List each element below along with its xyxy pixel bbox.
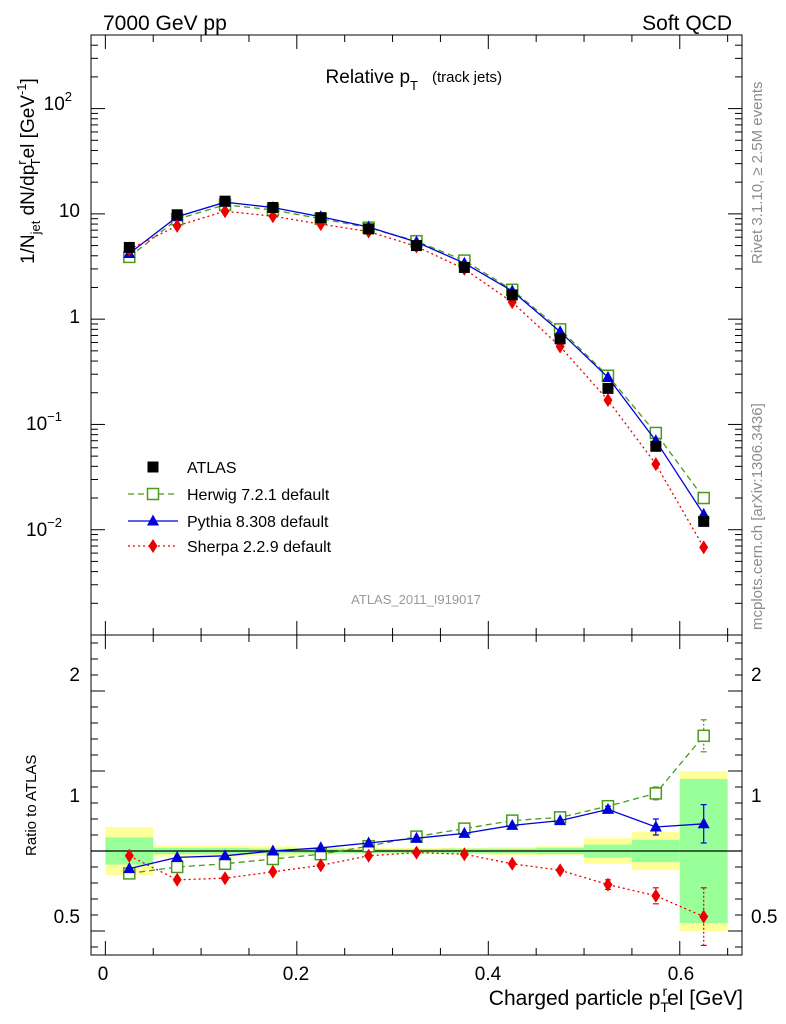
ratio-point-pythia [649,820,662,832]
ratio-point-sherpa [124,848,134,863]
data-point-atlas [411,240,422,252]
data-point-atlas [650,440,662,452]
data-point-atlas [219,195,231,207]
ratio-point-sherpa [507,856,517,871]
ratio-point-sherpa [172,872,182,887]
legend-marker-atlas [147,461,159,473]
ratio-point-sherpa [651,888,661,903]
data-point-atlas [602,382,614,394]
ratio-point-herwig [697,729,710,743]
data-point-atlas [267,201,279,213]
ratio-point-pythia [506,818,519,830]
data-point-atlas [123,241,135,253]
ratio-point-pythia [219,849,232,861]
ratio-point-pythia [362,836,375,848]
data-point-atlas [315,212,327,224]
ratio-point-sherpa [555,863,565,878]
ratio-frame [90,634,743,956]
ratio-point-sherpa [699,909,709,924]
ratio-point-pythia [266,844,279,856]
legend-marker-sherpa [148,539,158,553]
data-point-atlas [554,333,566,345]
legend-marker-herwig [146,487,160,501]
mcplots-info: mcplots.cern.ch [arXiv:1306.3436] [749,403,766,630]
ratio-point-pythia [458,826,471,838]
ratio-point-sherpa [316,858,326,873]
ratio-plot-area [91,719,742,947]
main-title: Relative pT [326,67,419,93]
ratio-panel: Ratio to ATLAS 0.5 1 2 0.5 1 2 0 0.2 0.4… [23,634,777,1015]
header-right: Soft QCD [642,12,732,35]
ytick-label-1: 1 [69,307,80,328]
ratio-axes [91,635,742,955]
data-point-atlas [171,209,183,221]
ratio-ytick-label-right-2: 2 [751,665,762,686]
ratio-ytick-label-2: 2 [69,665,80,686]
ratio-ytick-label-1: 1 [69,786,80,807]
ytick-label-0.1: 10−1 [26,409,62,435]
data-point-sherpa [603,393,613,408]
legend-markers [128,461,178,553]
rivet-info: Rivet 3.1.10, ≥ 2.5M events [749,82,766,265]
ratio-point-pythia [697,817,710,829]
data-point-sherpa [220,204,230,219]
main-axes [91,34,742,636]
legend-label-herwig: Herwig 7.2.1 default [187,487,330,504]
legend: ATLAS Herwig 7.2.1 default Pythia 8.308 … [128,460,332,556]
legend-label-sherpa: Sherpa 2.2.9 default [187,539,332,556]
ratio-point-herwig [649,787,663,800]
legend-marker-pythia [147,514,159,526]
ratio-point-sherpa [603,877,613,892]
ytick-label-0.01: 10−2 [26,515,62,541]
ytick-label-100: 102 [44,89,72,115]
data-point-pythia [601,370,614,382]
ratio-point-pythia [314,841,327,853]
ratio-point-sherpa [412,845,421,860]
ratio-ylabel: Ratio to ATLAS [23,755,40,856]
legend-label-atlas: ATLAS [187,460,237,477]
header-left: 7000 GeV pp [103,12,227,35]
data-point-sherpa [699,540,709,555]
ratio-ytick-label-right-0.5: 0.5 [751,907,777,928]
data-point-atlas [698,515,710,527]
xtick-label-0.2: 0.2 [283,964,309,985]
ratio-point-sherpa [459,847,469,862]
data-point-atlas [363,223,375,235]
ratio-ytick-label-0.5: 0.5 [54,907,80,928]
data-point-atlas [458,261,470,273]
ratio-point-sherpa [220,871,230,886]
main-plot-area [123,195,710,555]
ratio-ytick-label-right-1: 1 [751,786,762,807]
xlabel: Charged particle pTrel [GeV] [489,983,743,1015]
main-ylabel: 1/Njet dN/dprTel [GeV-1] [14,78,43,264]
ytick-label-10: 10 [59,201,80,222]
ratio-point-pythia [601,802,614,814]
xtick-label-0.4: 0.4 [475,964,502,985]
data-point-herwig [697,491,710,505]
ratio-point-pythia [410,831,423,843]
ratio-point-pythia [171,850,184,862]
main-panel: Relative pT (track jets) ATLAS_2011_I919… [14,34,743,636]
ratio-point-herwig [170,860,184,874]
main-title-note: (track jets) [432,69,502,86]
analysis-id: ATLAS_2011_I919017 [351,592,481,607]
ratio-point-sherpa [268,864,278,879]
data-point-atlas [506,289,518,301]
xtick-label-0.6: 0.6 [668,964,694,985]
data-point-sherpa [172,218,182,233]
ratio-point-pythia [554,814,567,826]
legend-label-pythia: Pythia 8.308 default [187,514,329,531]
ratio-point-sherpa [364,848,374,863]
ratio-point-pythia [123,862,136,874]
xtick-label-0: 0 [98,964,109,985]
data-point-sherpa [651,457,661,472]
